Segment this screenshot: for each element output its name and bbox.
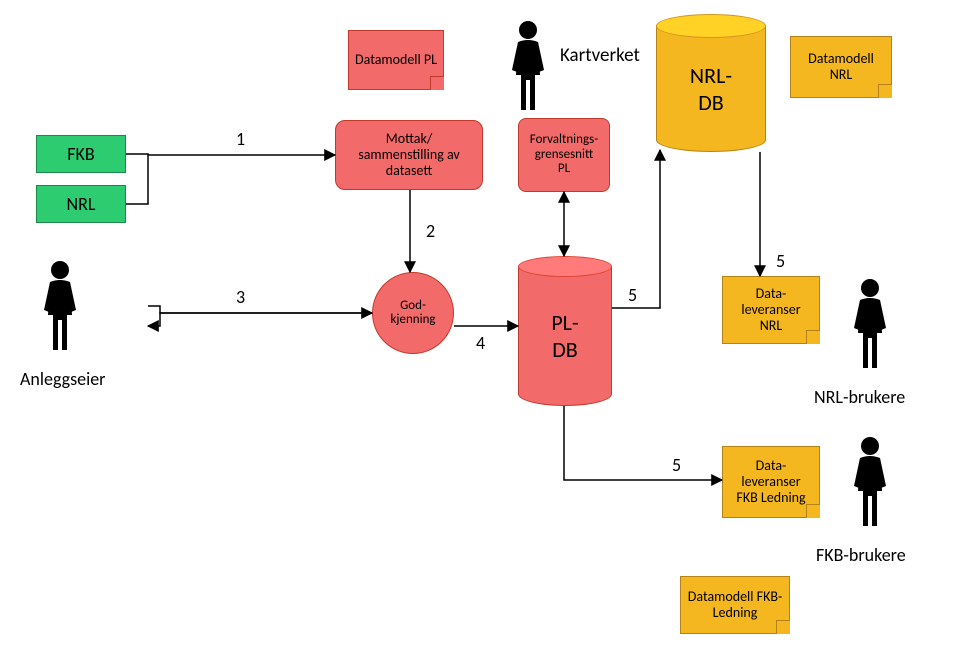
datamodell_nrl-label: Datamodell NRL [797,51,885,83]
edge-j-to-mottak-num: 1 [236,128,245,150]
forvaltning-label: Forvaltnings-grensesnittPL [530,133,598,178]
godkjenning: God-kjenning [372,272,454,354]
fkb: FKB [36,135,126,173]
edge-anleggs-to-god [148,306,372,313]
edge-god-to-pldb-num: 4 [476,332,485,354]
person-anleggseier [40,260,80,359]
datamodell_fkb-label: Datamodell FKB-Ledning [687,589,783,621]
person-anleggseier-label: Anleggseier [20,368,105,390]
mottak: Mottak/ sammenstilling av datasett [335,120,483,190]
edge-pldb-to-nrldb-num: 5 [628,284,637,306]
nrl_db-label: NRL-DB [690,62,732,116]
datamodell_pl: Datamodell PL [348,30,444,90]
forvaltning: Forvaltnings-grensesnittPL [518,118,610,192]
dataleveranser_fkb-label: Data-leveranserFKB Ledning [736,458,805,506]
person-kartverket [508,20,548,119]
fkb-label: FKB [67,144,94,165]
pl_db-label: PL-DB [551,309,578,363]
edge-fkb-to-j [126,154,148,155]
edge-mottak-to-god-num: 2 [426,220,435,242]
dataleveranser_nrl-label: Data-leveranserNRL [741,286,800,334]
edge-god-to-anleggs [148,313,372,326]
datamodell_pl-label: Datamodell PL [355,52,437,68]
person-icon [850,278,890,373]
datamodell_fkb: Datamodell FKB-Ledning [680,576,790,634]
dataleveranser_nrl: Data-leveranserNRL [722,276,820,344]
mottak-label: Mottak/ sammenstilling av datasett [342,131,476,179]
person-kartverket-label: Kartverket [560,44,640,67]
edge-pldb-to-fkb-num: 5 [672,454,681,476]
datamodell_nrl: Datamodell NRL [790,36,892,98]
edge-pldb-to-fkb [564,406,722,480]
person-icon [40,260,80,355]
person-nrl_brukere [850,278,890,377]
edge-nrldb-to-datanrl-num: 5 [776,250,785,272]
edge-anleggs-to-god-num: 3 [236,286,245,308]
nrl_box: NRL [36,185,126,223]
person-fkb_brukere [850,436,890,535]
edge-nrl-to-j [126,155,148,204]
nrl_box-label: NRL [67,194,96,215]
person-icon [850,436,890,531]
person-icon [508,20,548,115]
person-fkb_brukere-label: FKB-brukere [816,544,906,566]
person-nrl_brukere-label: NRL-brukere [814,386,905,408]
nrl_db: NRL-DB [656,14,766,152]
dataleveranser_fkb: Data-leveranserFKB Ledning [722,446,820,518]
godkjenning-label: God-kjenning [390,299,435,328]
pl_db: PL-DB [518,256,612,406]
